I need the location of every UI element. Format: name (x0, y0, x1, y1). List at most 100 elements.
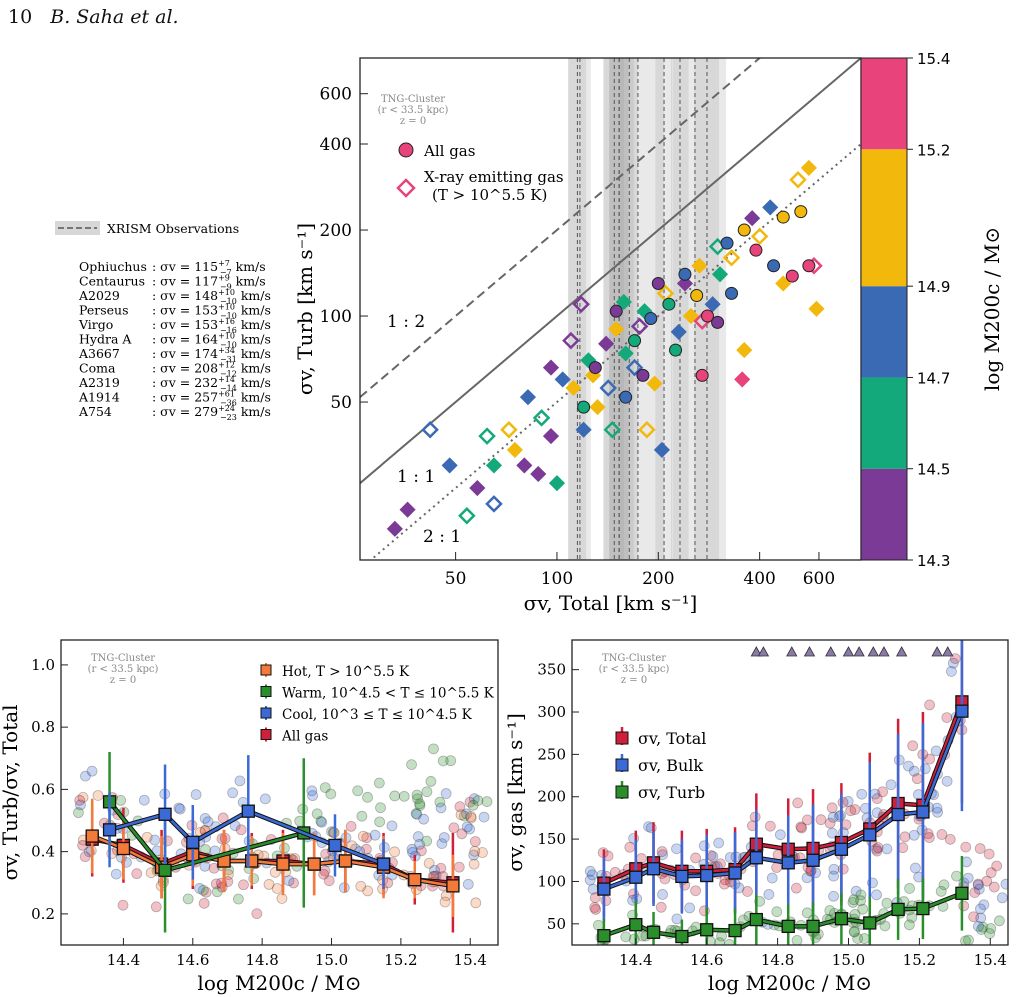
obs-value: : σv = 153+10 −10 km/s (152, 303, 271, 321)
data-point-cloud (801, 907, 813, 919)
data-point-cloud (855, 889, 867, 901)
data-point-diamond (646, 375, 663, 392)
data-point-cloud (198, 897, 210, 909)
data-point-cloud (977, 921, 989, 933)
data-point-cloud (1000, 878, 1008, 890)
lower-left-panel: 14.4 14.6 14.8 15.0 15.2 15.4 0.2 0.4 0.6 0.8 1.0 l… (0, 639, 499, 995)
data-point-cloud (435, 802, 447, 814)
data-point-diamond (575, 421, 592, 438)
main-x-label: σv, Total [km s⁻¹] (524, 591, 698, 615)
series-marker (955, 886, 969, 900)
data-point-cloud (828, 870, 840, 882)
header-authors: B. Saha et al. (50, 6, 179, 28)
data-point-cloud (946, 666, 957, 677)
lower-left-y-tick-label: 1.0 (31, 656, 55, 674)
data-point-cloud (464, 823, 476, 835)
data-point-circle (802, 259, 816, 273)
data-point-cloud (690, 852, 701, 864)
xrism-band-9 (672, 58, 727, 560)
main-x-tick-label: 100 (541, 569, 573, 589)
lower-right-sim-label: TNG-Cluster (602, 653, 666, 664)
data-point-cloud (319, 782, 331, 793)
data-point-diamond (630, 317, 649, 336)
data-point-circle (678, 267, 692, 281)
colorbar-tick-label: 15.4 (917, 50, 950, 68)
upper-limit-marker (803, 646, 816, 657)
data-point-cloud (248, 873, 260, 885)
data-point-diamond (691, 257, 708, 274)
obs-name: Virgo (78, 317, 113, 332)
data-point-cloud (941, 775, 953, 787)
data-point-cloud (448, 822, 460, 834)
data-point-cloud (465, 812, 477, 824)
data-point-cloud (624, 841, 636, 853)
data-point-cloud (398, 790, 410, 802)
data-point-cloud (907, 740, 919, 752)
upper-limit-marker (931, 646, 943, 657)
data-point-cloud (635, 853, 647, 864)
data-point-cloud (141, 831, 153, 843)
data-point-cloud (911, 773, 923, 785)
series-marker (376, 857, 391, 871)
obs-value: : σv = 164+10 −10 km/s (152, 332, 271, 350)
obs-name: Centaurus (79, 274, 145, 289)
data-point-cloud (877, 786, 889, 798)
data-point-cloud (985, 923, 997, 934)
data-point-cloud (197, 884, 209, 896)
data-point-cloud (369, 829, 381, 841)
main-y-tick-label: 100 (320, 307, 352, 327)
data-point-cloud (976, 924, 987, 935)
data-point-cloud (656, 846, 668, 857)
data-point-cloud (323, 875, 335, 887)
data-point-cloud (856, 788, 868, 800)
lower-left-frame (60, 639, 499, 946)
data-point-diamond (670, 323, 687, 340)
legend-marker (260, 664, 272, 676)
series-marker (307, 857, 321, 871)
data-point-cloud (589, 947, 599, 957)
lower-right-y-tick-label: 300 (537, 703, 566, 721)
data-point-circle (588, 361, 602, 375)
data-point-cloud (932, 806, 943, 818)
xrism-band-5 (620, 58, 638, 560)
obs-value: : σv = 174+34 −31 km/s (152, 346, 271, 364)
data-point-cloud (975, 912, 987, 924)
data-point-diamond (478, 427, 496, 445)
obs-value: : σv = 232+14 −14 km/s (152, 375, 271, 393)
series-marker (863, 828, 877, 842)
series-marker (338, 854, 353, 868)
data-point-cloud (592, 919, 604, 931)
main-panel: 50 100 200 400 600 50 100 200 400 600 σv, Total [k… (293, 57, 862, 615)
lower-right-y-tick-label: 250 (537, 745, 566, 763)
data-point-cloud (279, 842, 290, 854)
data-point-cloud (481, 796, 493, 807)
data-point-cloud (411, 808, 423, 820)
lower-left-sim-label: (r < 33.5 kpc) (88, 664, 159, 675)
data-point-diamond (548, 475, 566, 492)
data-point-cloud (435, 862, 447, 874)
data-point-cloud (655, 901, 667, 913)
series-marker (646, 862, 661, 876)
series-marker (629, 918, 643, 932)
data-point-cloud (190, 789, 202, 800)
data-point-cloud (407, 847, 418, 858)
data-point-cloud (461, 821, 473, 833)
data-point-circle (695, 368, 709, 382)
data-point-diamond (542, 428, 560, 445)
colorbar-bin (861, 468, 907, 560)
data-point-cloud (972, 879, 984, 891)
data-point-cloud (318, 868, 330, 880)
data-point-diamond (682, 307, 699, 325)
data-point-cloud (374, 816, 386, 828)
lower-left-y-tick-label: 0.2 (31, 905, 55, 923)
upper-limit-marker (867, 646, 879, 657)
data-point-cloud (589, 902, 601, 913)
series-marker (700, 923, 714, 937)
data-point-cloud (79, 851, 91, 863)
data-point-diamond (704, 296, 721, 313)
data-point-cloud (80, 770, 91, 782)
data-point-cloud (969, 887, 981, 899)
data-point-cloud (411, 789, 423, 801)
data-point-cloud (791, 935, 803, 945)
data-point-cloud (981, 875, 993, 887)
